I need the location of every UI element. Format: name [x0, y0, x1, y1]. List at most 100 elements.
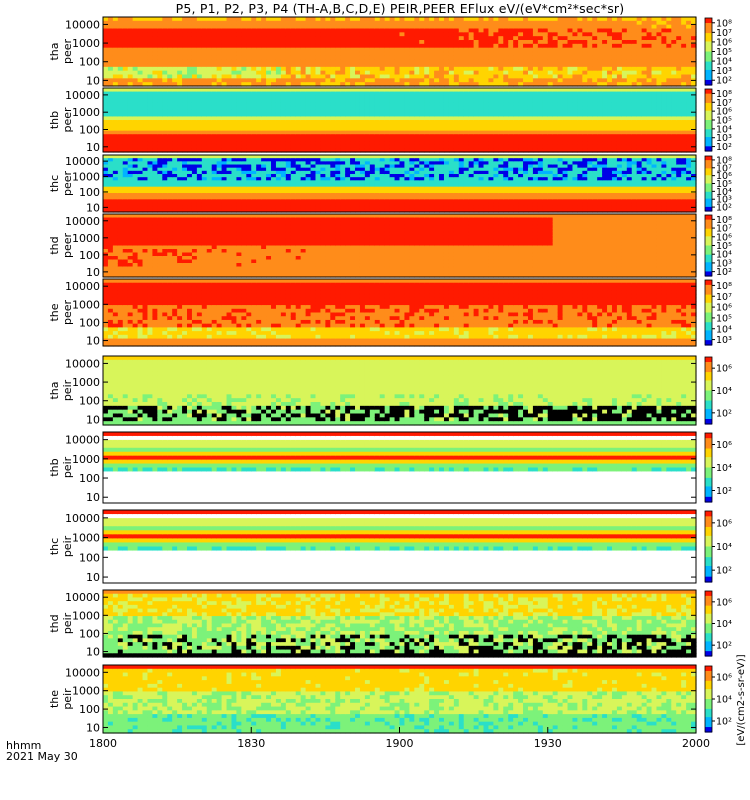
heatmap-cell: [400, 25, 406, 29]
heatmap-cell: [291, 21, 297, 25]
heatmap-cell: [103, 134, 109, 138]
heatmap-cell: [128, 32, 134, 36]
heatmap-cell: [597, 29, 603, 33]
heatmap-cell: [395, 127, 401, 131]
heatmap-cell: [563, 63, 569, 67]
heatmap-cell: [666, 138, 672, 142]
heatmap-cell: [622, 95, 628, 99]
heatmap-cell: [207, 145, 213, 149]
heatmap-cell: [355, 124, 361, 128]
heatmap-cell: [577, 21, 583, 25]
heatmap-cell: [291, 88, 297, 92]
heatmap-cell: [197, 124, 203, 128]
heatmap-cell: [449, 17, 455, 21]
heatmap-cell: [370, 17, 376, 21]
heatmap-cell: [380, 127, 386, 131]
heatmap-cell: [390, 141, 396, 145]
heatmap-cell: [187, 88, 193, 92]
heatmap-cell: [404, 92, 410, 96]
heatmap-cell: [676, 21, 682, 25]
heatmap-cell: [335, 71, 341, 75]
heatmap-cell: [464, 78, 470, 82]
heatmap-cell: [222, 48, 228, 52]
heatmap-cell: [647, 145, 653, 149]
heatmap-cell: [414, 71, 420, 75]
heatmap-cell: [632, 21, 638, 25]
heatmap-cell: [568, 134, 574, 138]
heatmap-cell: [464, 134, 470, 138]
heatmap-cell: [118, 63, 124, 67]
heatmap-cell: [157, 92, 163, 96]
heatmap-cell: [246, 67, 252, 71]
heatmap-cell: [172, 55, 178, 59]
heatmap-cell: [666, 124, 672, 128]
heatmap-cell: [236, 88, 242, 92]
heatmap-cell: [147, 32, 153, 36]
heatmap-cell: [577, 120, 583, 124]
heatmap-cell: [375, 95, 381, 99]
heatmap-cell: [419, 145, 425, 149]
heatmap-cell: [681, 141, 687, 145]
heatmap-cell: [597, 92, 603, 96]
heatmap-cell: [355, 44, 361, 48]
heatmap-cell: [582, 78, 588, 82]
heatmap-cell: [647, 88, 653, 92]
heatmap-cell: [587, 127, 593, 131]
heatmap-cell: [197, 25, 203, 29]
heatmap-cell: [538, 25, 544, 29]
heatmap-cell: [484, 95, 490, 99]
heatmap-cell: [330, 78, 336, 82]
heatmap-cell: [133, 106, 139, 110]
heatmap-cell: [311, 99, 317, 103]
heatmap-cell: [350, 124, 356, 128]
heatmap-cell: [301, 59, 307, 63]
heatmap-cell: [414, 36, 420, 40]
heatmap-cell: [157, 141, 163, 145]
heatmap-cell: [518, 127, 524, 131]
heatmap-cell: [661, 63, 667, 67]
heatmap-cell: [676, 116, 682, 120]
heatmap-cell: [647, 102, 653, 106]
heatmap-cell: [686, 116, 692, 120]
heatmap-cell: [444, 55, 450, 59]
heatmap-cell: [474, 29, 480, 33]
heatmap-cell: [642, 127, 648, 131]
heatmap-cell: [558, 127, 564, 131]
heatmap-cell: [597, 48, 603, 52]
heatmap-cell: [558, 71, 564, 75]
heatmap-cell: [172, 52, 178, 56]
heatmap-cell: [118, 59, 124, 63]
heatmap-cell: [444, 134, 450, 138]
heatmap-cell: [459, 127, 465, 131]
heatmap-cell: [177, 113, 183, 117]
heatmap-cell: [681, 63, 687, 67]
heatmap-cell: [479, 102, 485, 106]
heatmap-cell: [108, 48, 114, 52]
heatmap-cell: [286, 116, 292, 120]
heatmap-cell: [563, 145, 569, 149]
heatmap-cell: [617, 71, 623, 75]
heatmap-cell: [207, 138, 213, 142]
heatmap-cell: [390, 52, 396, 56]
heatmap-cell: [375, 131, 381, 135]
heatmap-cell: [395, 52, 401, 56]
heatmap-cell: [157, 63, 163, 67]
heatmap-cell: [523, 88, 529, 92]
heatmap-cell: [296, 32, 302, 36]
heatmap-cell: [296, 134, 302, 138]
heatmap-cell: [656, 29, 662, 33]
heatmap-cell: [157, 44, 163, 48]
heatmap-cell: [488, 131, 494, 135]
heatmap-cell: [207, 109, 213, 113]
heatmap-cell: [301, 99, 307, 103]
heatmap-cell: [340, 21, 346, 25]
heatmap-cell: [474, 32, 480, 36]
heatmap-cell: [582, 138, 588, 142]
heatmap-cell: [320, 78, 326, 82]
heatmap-cell: [202, 75, 208, 79]
heatmap-cell: [123, 127, 129, 131]
heatmap-cell: [162, 25, 168, 29]
heatmap-cell: [563, 55, 569, 59]
heatmap-cell: [444, 63, 450, 67]
heatmap-cell: [227, 131, 233, 135]
